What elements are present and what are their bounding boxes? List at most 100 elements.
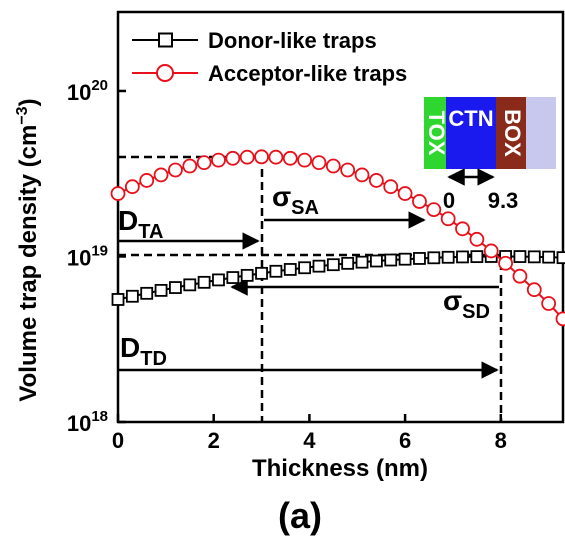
annotation: σSA [272, 181, 319, 219]
guide-dashed [118, 253, 503, 422]
x-tick-label: 4 [303, 428, 316, 453]
marker [240, 268, 254, 282]
marker [254, 149, 269, 165]
marker [426, 202, 442, 217]
marker [555, 311, 565, 327]
y-tick-base: 10 [67, 245, 91, 270]
marker [139, 173, 155, 188]
marker [239, 149, 255, 165]
legend-marker [158, 32, 173, 48]
annotation-text: D [120, 332, 140, 363]
marker [282, 150, 298, 166]
y-tick-label: 1018 [67, 408, 108, 436]
y-tick-base: 10 [67, 80, 91, 105]
marker [456, 250, 469, 264]
layer-box [496, 97, 526, 169]
x-axis-label: Thickness (nm) [252, 455, 428, 482]
marker [413, 252, 426, 265]
annotation-sub: TD [140, 348, 167, 370]
marker [498, 255, 513, 271]
annotation-sub: SD [462, 301, 490, 323]
inset-label: 9.3 [488, 188, 519, 213]
marker [211, 152, 226, 168]
y-tick-label: 1019 [67, 242, 108, 270]
marker [455, 221, 470, 237]
marker [354, 167, 370, 183]
series-line [117, 255, 564, 301]
y-tick-sup: 19 [91, 242, 108, 259]
marker [154, 283, 168, 297]
inset: TOX CTN BOX 0 9.3 [424, 97, 556, 213]
marker [197, 275, 211, 289]
marker [111, 293, 125, 306]
marker [298, 261, 312, 275]
annotation: σSD [443, 285, 490, 323]
annotation-sub: SA [291, 197, 319, 219]
marker [325, 158, 341, 174]
marker [398, 252, 412, 266]
marker [427, 251, 441, 265]
layer-substrate [526, 97, 556, 169]
y-axis-label: Volume trap density (cm−3) [14, 98, 42, 401]
marker [412, 194, 427, 209]
annotation-sub: TA [138, 221, 163, 243]
layer-label: CTN [448, 106, 493, 131]
marker [369, 254, 383, 268]
marker [268, 149, 284, 165]
x-tick-label: 6 [399, 428, 411, 453]
marker [541, 296, 557, 311]
marker [312, 259, 326, 273]
y-axis-label-sup: −3 [14, 106, 31, 124]
marker [483, 243, 499, 259]
marker [124, 179, 140, 195]
marker [153, 167, 169, 183]
marker [140, 286, 154, 300]
x-tick-label: 8 [495, 428, 507, 453]
legend-marker [156, 64, 174, 82]
marker [283, 263, 297, 276]
layer-label: BOX [500, 109, 525, 157]
y-tick-sup: 18 [91, 408, 108, 425]
layer-tox [424, 97, 446, 169]
annotation-text: σ [272, 181, 291, 212]
marker [225, 150, 241, 166]
x-tick-label: 0 [112, 428, 124, 453]
marker [469, 231, 485, 247]
marker [226, 271, 240, 284]
annotations: DTA σSA σSD DTD [118, 181, 490, 370]
annotation-text: D [118, 205, 138, 236]
y-axis-label-text: Volume trap density (cm [15, 125, 42, 402]
plot-frame [116, 10, 565, 424]
marker [470, 250, 484, 264]
marker [183, 278, 197, 292]
y-axis-label-end: ) [15, 98, 42, 106]
marker [383, 179, 399, 195]
marker [512, 268, 528, 284]
marker [340, 162, 356, 178]
caption: (a) [278, 495, 322, 536]
marker [168, 162, 183, 178]
marker [269, 264, 283, 278]
marker [542, 250, 556, 264]
marker [397, 186, 413, 201]
marker [326, 258, 340, 272]
marker [110, 186, 126, 201]
x-tick-label: 2 [208, 428, 220, 453]
arrows [118, 211, 499, 379]
y-tick-sup: 20 [91, 77, 108, 94]
annotation: DTD [120, 332, 167, 370]
y-tick-label: 1020 [67, 77, 108, 105]
annotation-text: σ [443, 285, 462, 316]
legend-label: Acceptor-like traps [208, 61, 407, 86]
marker [125, 289, 139, 303]
marker [212, 273, 225, 287]
marker [526, 282, 542, 298]
marker [311, 155, 327, 171]
marker [441, 250, 455, 264]
marker [341, 256, 355, 270]
marker [513, 250, 527, 263]
marker [255, 266, 268, 280]
marker [527, 250, 541, 264]
marker [440, 211, 456, 227]
